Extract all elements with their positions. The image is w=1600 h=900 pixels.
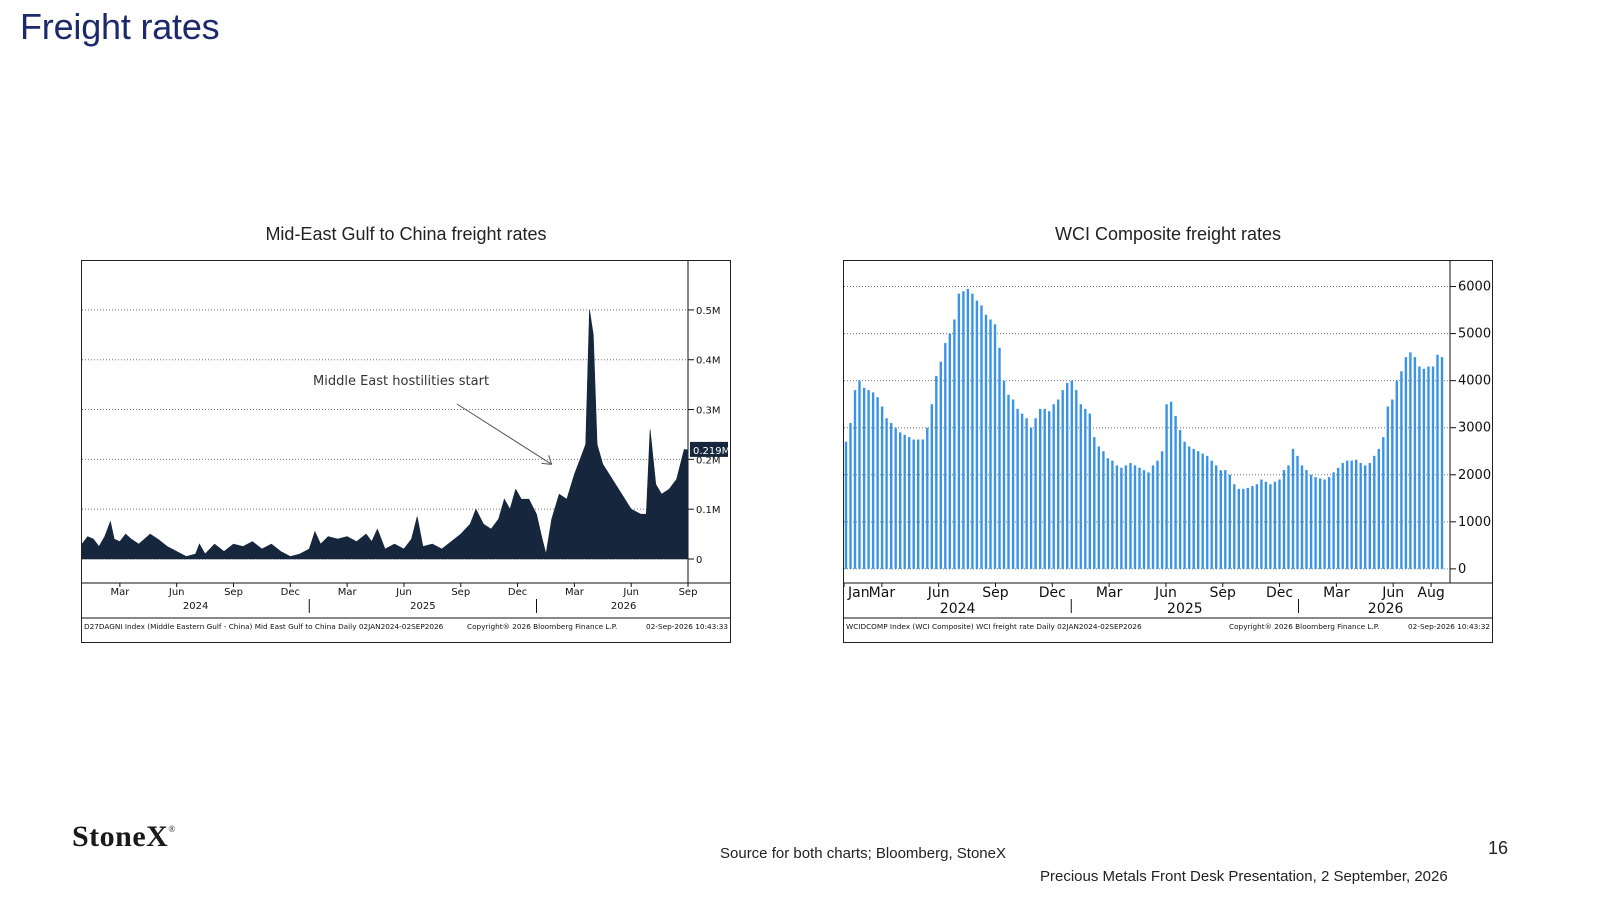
timestamp-text: 02-Sep-2026 10:43:33	[646, 622, 728, 631]
source-text-left: WCIDCOMP Index (WCI Composite) WCI freig…	[846, 622, 1142, 631]
x-tick-label: Sep	[224, 587, 243, 598]
x-tick-label: Mar	[338, 587, 358, 598]
x-tick-label: Mar	[565, 587, 585, 598]
year-label: 2026	[611, 601, 636, 612]
timestamp-text: 02-Sep-2026 10:43:32	[1408, 622, 1490, 631]
y-tick-label: 0.4M	[696, 356, 721, 367]
x-tick-label: Mar	[110, 587, 130, 598]
chart-title-mideast: Mid-East Gulf to China freight rates	[265, 224, 547, 244]
y-tick-label: 0	[1458, 562, 1466, 577]
x-tick-label: Dec	[1266, 585, 1293, 601]
x-tick-label: Mar	[869, 585, 896, 601]
stonex-logo: StoneX®	[72, 820, 176, 854]
x-tick-label: Jun	[1154, 585, 1177, 601]
x-tick-label: Sep	[679, 587, 698, 598]
year-label: 2025	[1167, 601, 1203, 617]
y-tick-label: 2000	[1458, 468, 1491, 483]
stonex-logo-text: StoneX	[72, 820, 169, 853]
x-tick-label: Dec	[281, 587, 300, 598]
y-tick-label: 0.2M	[696, 455, 721, 466]
annotation-text: Middle East hostilities start	[313, 374, 489, 389]
source-text-left: D27DAGNI Index (Middle Eastern Gulf - Ch…	[84, 622, 444, 631]
y-tick-label: 0.5M	[696, 306, 721, 317]
x-tick-label: Mar	[1096, 585, 1123, 601]
annotation-arrow	[456, 403, 552, 465]
year-label: 2025	[410, 601, 435, 612]
x-tick-label: Aug	[1417, 585, 1444, 601]
year-label: 2024	[940, 601, 976, 617]
chart-wci-composite: 0 1000 2000 3000 4000 5000 6000 Jan Mar Jun Sep Dec…	[843, 260, 1493, 643]
y-tick-label: 4000	[1458, 374, 1491, 389]
x-tick-label: Jun	[1381, 585, 1404, 601]
chart-mideast-gulf-china: 0 0.1M 0.2M 0.3M 0.4M 0.5M 0.219M Middle East h…	[81, 260, 731, 643]
x-tick-label: Sep	[451, 587, 470, 598]
y-tick-label: 6000	[1458, 280, 1491, 295]
x-tick-label: Jun	[395, 587, 412, 598]
x-tick-label: Dec	[508, 587, 527, 598]
y-tick-label: 5000	[1458, 327, 1491, 342]
year-label: 2024	[183, 601, 208, 612]
y-tick-label: 0.1M	[696, 505, 721, 516]
x-tick-label: Dec	[1039, 585, 1066, 601]
chart-mideast-svg: 0 0.1M 0.2M 0.3M 0.4M 0.5M 0.219M Middle East h…	[82, 261, 730, 631]
annotation-arrowhead	[541, 455, 553, 465]
footer-text: Precious Metals Front Desk Presentation,…	[1040, 868, 1448, 885]
y-tick-label: 1000	[1458, 515, 1491, 530]
page-number: 16	[1488, 838, 1509, 858]
x-tick-label: Mar	[1323, 585, 1350, 601]
x-tick-label: Jun	[622, 587, 639, 598]
copyright-text: Copyright® 2026 Bloomberg Finance L.P.	[1229, 622, 1379, 631]
source-note: Source for both charts; Bloomberg, Stone…	[720, 845, 1006, 862]
stonex-logo-mark: ®	[168, 824, 176, 834]
chart-title-wci: WCI Composite freight rates	[1054, 224, 1282, 244]
last-value-box	[690, 441, 728, 457]
x-tick-label: Sep	[1210, 585, 1237, 601]
x-tick-label: Jan	[847, 585, 870, 601]
y-tick-label: 0.3M	[696, 406, 721, 417]
x-tick-label: Jun	[168, 587, 185, 598]
x-tick-label: Sep	[982, 585, 1009, 601]
y-tick-label: 0	[696, 555, 702, 566]
copyright-text: Copyright® 2026 Bloomberg Finance L.P.	[467, 622, 617, 631]
series-area	[82, 309, 689, 560]
y-tick-label: 3000	[1458, 421, 1491, 436]
year-label: 2026	[1368, 601, 1404, 617]
last-value-label: 0.219M	[693, 446, 730, 457]
x-tick-label: Jun	[927, 585, 950, 601]
page-title: Freight rates	[20, 6, 220, 47]
